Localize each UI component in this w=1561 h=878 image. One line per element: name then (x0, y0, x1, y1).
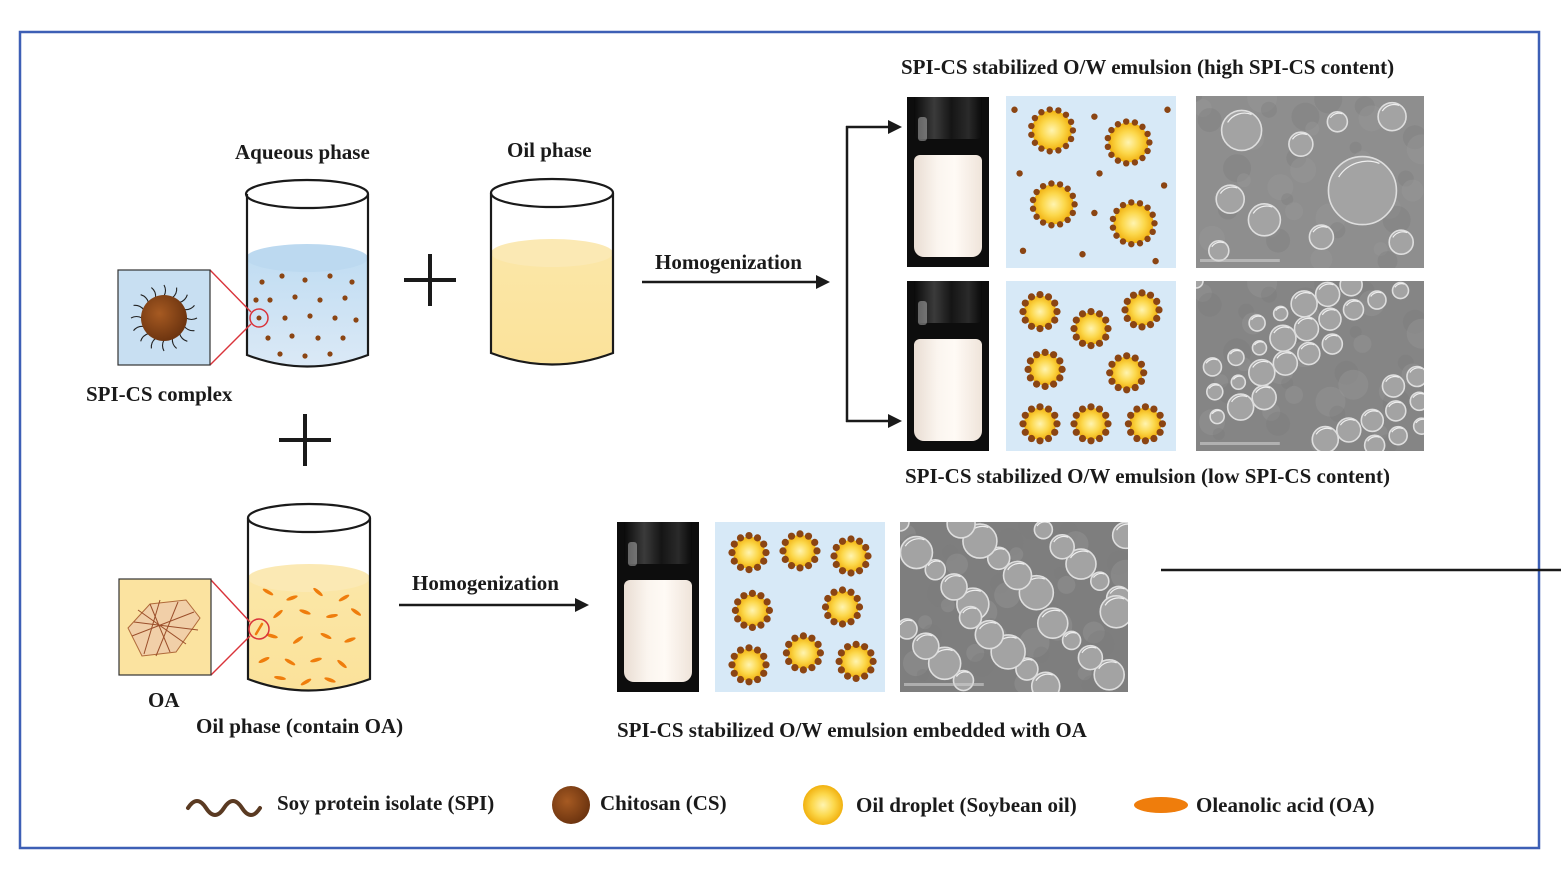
legend-label-spi: Soy protein isolate (SPI) (277, 791, 495, 815)
oil-phase-label: Oil phase (507, 138, 592, 162)
oa-label: OA (148, 688, 180, 712)
high-content-title: SPI-CS stabilized O/W emulsion (high SPI… (901, 55, 1395, 79)
wavy-line-icon (186, 799, 262, 817)
spi-cs-complex-inset (117, 269, 252, 366)
spi-cs-complex-label: SPI-CS complex (86, 382, 233, 406)
oil-phase-oa-label: Oil phase (contain OA) (196, 714, 404, 738)
emulsion-scheme-high (1006, 96, 1176, 268)
emulsion-vial-photo-low (907, 281, 989, 451)
emulsion-scheme-oa (715, 522, 885, 692)
oleanolic-acid-particles (258, 587, 362, 686)
sem-micrograph-low (1196, 281, 1424, 451)
callout-circle (249, 308, 269, 328)
aqueous-phase-beaker (244, 178, 370, 368)
sem-micrograph-high (1196, 96, 1424, 268)
oil-droplet-icon (803, 785, 843, 825)
low-content-title: SPI-CS stabilized O/W emulsion (low SPI-… (905, 464, 1390, 488)
legend-label-oil-droplet: Oil droplet (Soybean oil) (856, 793, 1077, 817)
legend-label-oa: Oleanolic acid (OA) (1196, 793, 1375, 817)
brown-dot-icon (552, 786, 590, 824)
outer-frame (18, 30, 1541, 850)
homogenization-label-top: Homogenization (655, 250, 802, 274)
oa-oil-phase-beaker (246, 502, 372, 692)
plus-icon (279, 414, 331, 466)
plus-icon (404, 254, 456, 306)
sem-micrograph-oa (900, 522, 1128, 692)
oa-crystal-inset (118, 578, 251, 676)
callout-circle (248, 618, 270, 640)
branch-bracket (845, 120, 902, 428)
orange-ellipse-icon (1134, 797, 1188, 813)
homogenization-arrow-top (642, 275, 830, 289)
legend-label-cs: Chitosan (CS) (600, 791, 727, 815)
homogenization-label-bottom: Homogenization (412, 571, 559, 595)
aqueous-phase-label: Aqueous phase (235, 140, 370, 164)
embedded-oa-title: SPI-CS stabilized O/W emulsion embedded … (617, 718, 1087, 742)
emulsion-vial-photo-oa (617, 522, 699, 692)
homogenization-arrow-bottom (399, 598, 589, 612)
chitosan-particles (253, 273, 359, 359)
emulsion-scheme-low (1006, 281, 1176, 451)
oil-phase-beaker (489, 177, 615, 366)
emulsion-vial-photo-high (907, 97, 989, 267)
